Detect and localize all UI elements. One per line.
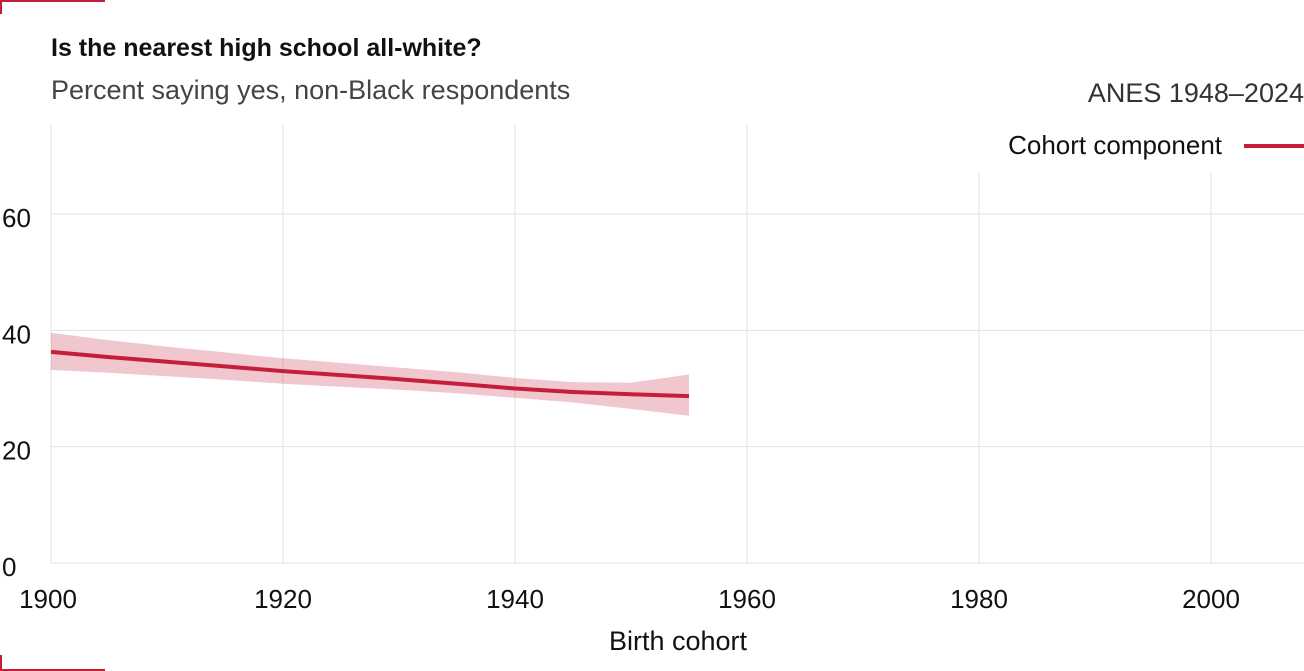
x-tick-labels: 1900 1920 1940 1960 1980 2000 [19,584,1240,614]
series-line [50,349,690,399]
y-tick-label: 60 [2,203,31,233]
corner-mark-top [0,0,105,2]
x-tick-label: 1960 [718,584,776,614]
chart-title: Is the nearest high school all-white? [51,34,482,62]
corner-mark-bottom-vertical [0,655,2,669]
x-tick-label: 2000 [1182,584,1240,614]
corner-mark-bottom [0,669,105,671]
x-gridlines [50,125,1212,563]
x-tick-label: 1940 [486,584,544,614]
series-lines [50,349,690,399]
legend-label: Cohort component [1008,130,1222,160]
chart-subtitle: Percent saying yes, non-Black respondent… [51,75,571,105]
x-axis-title: Birth cohort [609,626,748,656]
y-tick-label: 0 [2,552,16,582]
x-tick-label: 1920 [254,584,312,614]
y-gridlines [51,213,1304,564]
y-tick-labels: 0 20 40 60 [2,203,31,582]
y-tick-label: 40 [2,319,31,349]
confidence-bands [51,332,689,416]
legend: Cohort component [1008,130,1304,161]
source-label: ANES 1948–2024 [1087,78,1304,108]
confidence-band [51,332,689,416]
corner-mark-top-vertical [0,0,2,14]
y-tick-label: 20 [2,436,31,466]
x-tick-label: 1980 [950,584,1008,614]
x-tick-label: 1900 [19,584,77,614]
legend-swatch [1244,143,1304,148]
